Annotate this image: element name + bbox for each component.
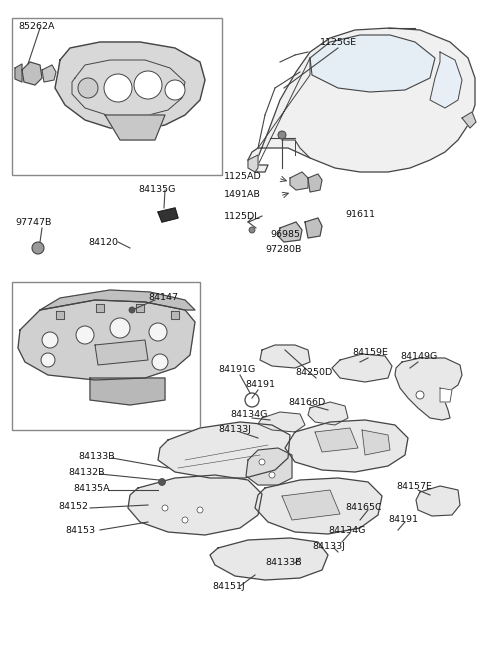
Text: 84133B: 84133B — [78, 452, 115, 461]
Text: 84134G: 84134G — [230, 410, 267, 419]
Text: 1125GE: 1125GE — [320, 38, 357, 47]
Polygon shape — [40, 290, 195, 310]
Text: 84133J: 84133J — [312, 542, 345, 551]
Circle shape — [249, 227, 255, 233]
Polygon shape — [362, 430, 390, 455]
Polygon shape — [248, 28, 475, 172]
Text: 84191: 84191 — [245, 380, 275, 389]
Text: 84165C: 84165C — [345, 503, 382, 512]
Circle shape — [165, 80, 185, 100]
Polygon shape — [440, 388, 452, 402]
Circle shape — [149, 323, 167, 341]
Text: 84134G: 84134G — [328, 526, 365, 535]
Polygon shape — [395, 358, 462, 420]
Polygon shape — [462, 112, 476, 128]
Text: 1125DL: 1125DL — [224, 212, 261, 221]
Polygon shape — [308, 174, 322, 192]
Polygon shape — [90, 378, 165, 405]
Circle shape — [245, 393, 259, 407]
Polygon shape — [258, 412, 305, 432]
Polygon shape — [278, 222, 302, 242]
Text: 91611: 91611 — [345, 210, 375, 219]
Circle shape — [269, 472, 275, 478]
Circle shape — [158, 479, 166, 485]
Text: 84120: 84120 — [88, 238, 118, 247]
Circle shape — [32, 242, 44, 254]
Bar — [12, 282, 200, 430]
Circle shape — [110, 318, 130, 338]
Polygon shape — [55, 42, 205, 130]
Circle shape — [104, 74, 132, 102]
Text: 84132B: 84132B — [68, 468, 105, 477]
Polygon shape — [246, 448, 292, 485]
Polygon shape — [255, 478, 382, 534]
Text: 84157E: 84157E — [396, 482, 432, 491]
Polygon shape — [22, 62, 42, 85]
Polygon shape — [332, 354, 392, 382]
Polygon shape — [96, 304, 104, 312]
Polygon shape — [210, 538, 328, 580]
Circle shape — [41, 353, 55, 367]
Circle shape — [259, 459, 265, 465]
Polygon shape — [158, 422, 290, 478]
Circle shape — [78, 78, 98, 98]
Text: 84153: 84153 — [65, 526, 95, 535]
Polygon shape — [248, 155, 258, 172]
Polygon shape — [310, 35, 435, 92]
Circle shape — [42, 332, 58, 348]
Circle shape — [278, 131, 286, 139]
Polygon shape — [308, 402, 348, 425]
Text: 84147: 84147 — [148, 293, 178, 302]
Polygon shape — [158, 208, 178, 222]
Text: 84133B: 84133B — [265, 558, 301, 567]
Text: 84135A: 84135A — [73, 484, 109, 493]
Circle shape — [182, 517, 188, 523]
Text: 84191G: 84191G — [218, 365, 255, 374]
Circle shape — [162, 505, 168, 511]
Polygon shape — [15, 64, 22, 82]
Circle shape — [416, 391, 424, 399]
Circle shape — [129, 307, 135, 313]
Polygon shape — [56, 311, 64, 319]
Polygon shape — [315, 428, 358, 452]
Polygon shape — [171, 311, 179, 319]
Polygon shape — [430, 52, 462, 108]
Text: 84149G: 84149G — [400, 352, 437, 361]
Circle shape — [152, 354, 168, 370]
Polygon shape — [42, 65, 56, 82]
Text: 84135G: 84135G — [138, 185, 175, 194]
Text: 84151J: 84151J — [212, 582, 245, 591]
Text: 84159E: 84159E — [352, 348, 388, 357]
Polygon shape — [128, 475, 262, 535]
Text: 96985: 96985 — [270, 230, 300, 239]
Text: 84166D: 84166D — [288, 398, 325, 407]
Text: 85262A: 85262A — [18, 22, 55, 31]
Text: 84152: 84152 — [58, 502, 88, 511]
Polygon shape — [416, 486, 460, 516]
Polygon shape — [18, 300, 195, 380]
Polygon shape — [290, 172, 308, 190]
Text: 97280B: 97280B — [265, 245, 301, 254]
Text: 84191: 84191 — [388, 515, 418, 524]
Polygon shape — [305, 218, 322, 238]
Polygon shape — [136, 304, 144, 312]
Text: 1491AB: 1491AB — [224, 190, 261, 199]
Text: 97747B: 97747B — [15, 218, 51, 227]
Polygon shape — [282, 490, 340, 520]
Polygon shape — [105, 115, 165, 140]
Circle shape — [76, 326, 94, 344]
Text: 84133J: 84133J — [218, 425, 251, 434]
Circle shape — [197, 507, 203, 513]
Polygon shape — [260, 345, 310, 368]
Bar — [12, 18, 222, 175]
Polygon shape — [285, 420, 408, 472]
Circle shape — [134, 71, 162, 99]
Text: 1125AD: 1125AD — [224, 172, 262, 181]
Polygon shape — [95, 340, 148, 365]
Text: 84250D: 84250D — [295, 368, 332, 377]
